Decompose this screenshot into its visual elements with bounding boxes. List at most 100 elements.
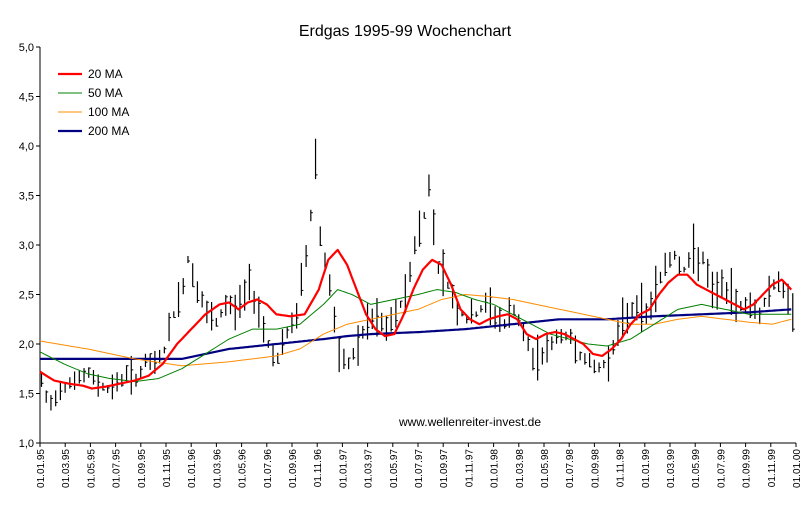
x-tick-label: 01.07.95 <box>112 449 123 488</box>
price-bar <box>674 250 677 260</box>
price-bar <box>702 251 705 265</box>
price-bar <box>281 329 285 356</box>
legend-item: 20 MA <box>58 67 123 81</box>
x-tick-label: 01.03.95 <box>61 449 72 488</box>
price-bar <box>92 370 96 385</box>
price-bar <box>655 265 658 313</box>
price-bar <box>352 347 356 360</box>
price-bar <box>211 301 214 331</box>
price-bar <box>163 346 167 354</box>
legend-label: 100 MA <box>88 105 129 119</box>
price-bar <box>688 252 691 268</box>
x-tick-label: 01.11.97 <box>464 449 475 488</box>
y-tick-label: 3,5 <box>19 191 34 203</box>
price-bar <box>546 334 550 363</box>
price-bar <box>149 353 153 370</box>
y-tick-label: 5,0 <box>19 42 34 54</box>
x-tick-label: 01.11.96 <box>313 449 324 488</box>
price-bar <box>400 300 403 308</box>
price-bar <box>792 293 795 332</box>
price-bar <box>381 312 384 332</box>
x-tick-label: 01.05.95 <box>86 449 97 488</box>
price-bar <box>116 372 120 392</box>
x-tick-label: 01.05.97 <box>389 449 400 488</box>
x-tick-label: 01.11.98 <box>616 449 627 488</box>
y-tick-label: 2,0 <box>19 339 34 351</box>
price-bar <box>357 325 361 366</box>
series-line-20-ma <box>39 248 793 390</box>
price-bar <box>234 294 238 331</box>
price-bar <box>428 174 431 197</box>
price-bar <box>711 271 715 309</box>
price-bar <box>447 281 450 289</box>
price-bar <box>433 209 436 246</box>
x-tick-label: 01.03.96 <box>212 449 223 488</box>
x-tick-label: 01.01.99 <box>641 449 652 488</box>
price-bar <box>159 349 162 364</box>
chart-legend: 20 MA 50 MA 100 MA 200 MA <box>58 67 129 138</box>
price-bar <box>593 359 597 374</box>
legend-label: 50 MA <box>88 86 123 100</box>
price-bar <box>603 359 606 369</box>
price-bar <box>560 329 564 344</box>
price-bar <box>88 367 91 378</box>
price-bar <box>286 327 290 339</box>
price-bar <box>277 352 280 364</box>
x-tick-label: 01.05.96 <box>238 449 249 488</box>
price-bar <box>130 355 134 395</box>
price-bar <box>541 347 545 365</box>
watermark-text: www.wellenreiter-invest.de <box>398 415 541 429</box>
x-tick-label: 01.11.99 <box>767 449 778 488</box>
y-tick-label: 4,0 <box>19 141 34 153</box>
price-bar <box>225 294 228 316</box>
price-bar <box>584 353 587 365</box>
price-bar <box>45 390 49 403</box>
price-bar <box>343 348 346 370</box>
price-bar <box>73 371 77 390</box>
x-tick-label: 01.05.98 <box>540 449 551 488</box>
price-bar <box>319 226 323 247</box>
series-line-200-ma <box>40 308 792 360</box>
price-bar <box>480 305 483 313</box>
x-tick-label: 01.01.98 <box>490 449 501 488</box>
x-tick-labels: 01.01.95 01.03.95 01.05.95 01.07.95 01.09.95… <box>36 443 803 488</box>
price-bar <box>192 263 195 288</box>
price-bar <box>423 212 427 219</box>
price-bar <box>730 267 734 315</box>
price-bar <box>50 395 53 411</box>
price-bar <box>721 269 724 298</box>
price-bar <box>664 252 668 276</box>
price-bar <box>248 263 252 301</box>
price-bar <box>338 336 342 373</box>
price-bar <box>168 312 172 342</box>
x-tick-label: 01.03.98 <box>515 449 526 488</box>
price-bar <box>442 249 446 297</box>
price-bar <box>310 209 313 222</box>
price-bar <box>537 334 540 381</box>
axis-layer <box>39 47 796 444</box>
y-tick-label: 1,5 <box>19 389 34 401</box>
price-bar <box>329 274 332 296</box>
x-tick-label: 01.07.96 <box>263 449 274 488</box>
price-bar <box>140 365 143 379</box>
x-tick-label: 01.01.97 <box>338 449 349 488</box>
price-bar <box>196 281 200 303</box>
price-bar <box>305 245 309 267</box>
price-bar <box>409 261 413 283</box>
x-tick-label: 01.05.99 <box>691 449 702 488</box>
x-tick-label: 01.09.98 <box>590 449 601 488</box>
price-bar <box>59 381 63 401</box>
price-bar <box>177 282 181 318</box>
x-tick-label: 01.11.95 <box>162 449 173 488</box>
price-bar <box>678 256 682 275</box>
price-bar <box>579 351 583 361</box>
price-bar <box>362 325 365 339</box>
price-bar <box>716 271 720 310</box>
legend-item: 200 MA <box>58 124 129 138</box>
price-bar <box>333 306 337 333</box>
price-bar <box>253 290 257 314</box>
price-bar <box>83 368 87 383</box>
price-bar <box>631 302 635 318</box>
price-bar <box>475 311 479 318</box>
